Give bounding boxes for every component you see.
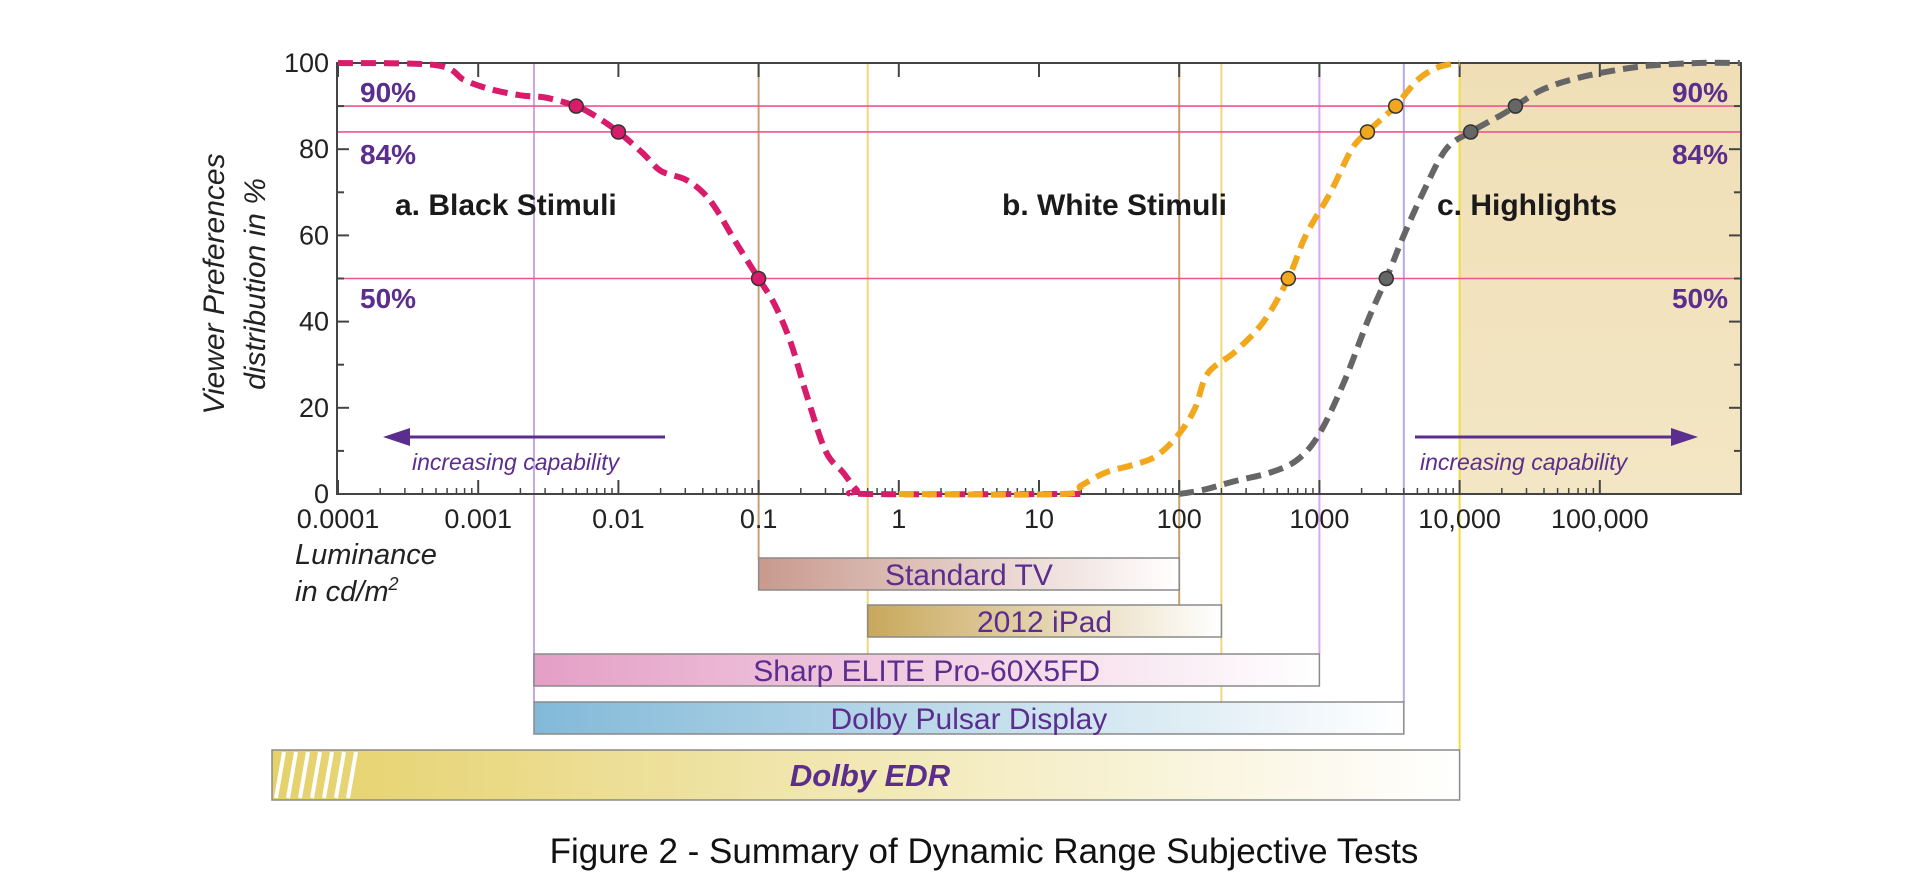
bar-dolby-edr (271, 749, 1461, 801)
bar-standard-tv (757, 557, 1180, 591)
y-tick-label: 0 (314, 479, 329, 509)
display-range-guide-lines (532, 63, 1461, 750)
curve-markers (568, 98, 1524, 287)
bar-label-dolby-edr: Dolby EDR (790, 758, 951, 793)
marker-white-stimuli (1359, 124, 1376, 140)
edr-hatch-stripe (334, 751, 346, 799)
marker-white-stimuli (1387, 98, 1404, 114)
curve-highlights (1178, 59, 1741, 497)
marker-black-stimuli (610, 124, 627, 140)
x-tick-label: 0.01 (592, 504, 645, 534)
edr-hatch-stripe (322, 751, 334, 799)
y-tick-label: 20 (299, 393, 329, 423)
bar-label-standard-tv: Standard TV (885, 559, 1053, 592)
x-tick-label: 0.0001 (297, 504, 380, 534)
figure-caption: Figure 2 - Summary of Dynamic Range Subj… (550, 832, 1419, 871)
marker-highlights (1507, 98, 1524, 114)
capability-arrow-right: increasing capability (1415, 428, 1698, 475)
x-tick-label: 1 (891, 504, 906, 534)
display-range-bars: Standard TV 2012 iPad Sharp ELITE Pro-60X5… (271, 557, 1461, 801)
x-tick-label: 0.1 (740, 504, 778, 534)
edr-hatch-stripe (346, 751, 358, 799)
bar-dolby-pulsar-display (533, 701, 1405, 735)
region-label-white-stimuli: b. White Stimuli (1002, 189, 1227, 222)
curve-black-stimuli (337, 60, 1082, 498)
y-axis-label-line-2: distribution in % (239, 178, 272, 390)
bar-sharp-elite-pro-60x5fd (533, 653, 1321, 687)
bar-label-2012-ipad: 2012 iPad (977, 606, 1112, 639)
y-axis-ticks: 0 20 40 60 80 100 (284, 48, 1741, 509)
x-axis-ticks: 0.0001 0.001 0.01 0.1 1 10 100 1000 10,000 100,00… (297, 63, 1649, 534)
y-axis-label-line-1: Viewer Preferences (198, 153, 231, 414)
edr-hatch-stripe (286, 751, 298, 799)
edr-hatch-stripe (310, 751, 322, 799)
x-tick-label: 10,000 (1418, 504, 1501, 534)
y-tick-label: 100 (284, 48, 329, 78)
y-tick-label: 80 (299, 134, 329, 164)
marker-highlights (1462, 124, 1479, 140)
bar-label-sharp-elite-pro-60x5fd: Sharp ELITE Pro-60X5FD (753, 655, 1100, 688)
region-label-highlights: c. Highlights (1437, 189, 1617, 222)
x-axis-label-line-1: Luminance (295, 539, 437, 571)
x-tick-label: 100 (1157, 504, 1202, 534)
ref-label-50-right: 50% (1672, 283, 1728, 314)
y-tick-label: 40 (299, 307, 329, 337)
x-tick-label: 10 (1024, 504, 1054, 534)
ref-label-84-right: 84% (1672, 139, 1728, 170)
edr-hatch-stripe (274, 751, 286, 799)
x-tick-label: 100,000 (1551, 504, 1649, 534)
ref-label-90-left: 90% (360, 77, 416, 108)
marker-black-stimuli (750, 270, 767, 287)
edr-hatch-stripe (298, 751, 310, 799)
ref-label-90-right: 90% (1672, 77, 1728, 108)
arrow-left-head-icon (383, 428, 410, 446)
marker-highlights (1378, 270, 1395, 287)
x-tick-label: 1000 (1289, 504, 1349, 534)
x-tick-label: 0.001 (444, 504, 512, 534)
capability-label-left: increasing capability (412, 449, 621, 475)
region-label-black-stimuli: a. Black Stimuli (395, 189, 617, 222)
capability-arrow-left: increasing capability (383, 428, 665, 475)
x-axis-label-line-2: in cd/m2 (295, 574, 399, 608)
capability-label-right: increasing capability (1420, 449, 1629, 475)
ref-label-50-left: 50% (360, 283, 416, 314)
x-axis-label-exponent: 2 (387, 574, 398, 594)
marker-white-stimuli (1280, 270, 1297, 287)
bar-label-dolby-pulsar-display: Dolby Pulsar Display (831, 703, 1108, 736)
marker-black-stimuli (568, 98, 584, 114)
ref-label-84-left: 84% (360, 139, 416, 170)
arrow-right-head-icon (1671, 428, 1698, 446)
y-tick-label: 60 (299, 220, 329, 250)
x-axis-label-unit: in cd/m (295, 576, 388, 608)
bar-2012-ipad (866, 604, 1223, 638)
